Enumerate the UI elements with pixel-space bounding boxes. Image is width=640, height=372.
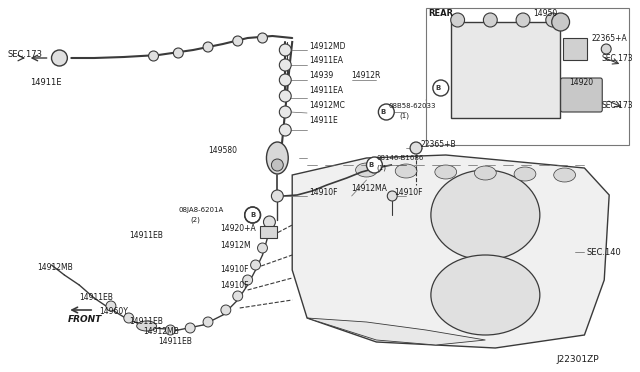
Text: 149580: 149580 [208,145,237,154]
Text: J22301ZP: J22301ZP [557,356,599,365]
Text: 14910F: 14910F [309,187,337,196]
Ellipse shape [137,321,157,331]
Text: 08146-B1686: 08146-B1686 [376,155,424,161]
Circle shape [451,13,465,27]
Ellipse shape [356,163,378,177]
Circle shape [279,106,291,118]
Circle shape [264,216,275,228]
Text: B: B [381,109,386,115]
Text: 14912MA: 14912MA [351,183,387,192]
Text: (1): (1) [376,165,387,171]
Circle shape [279,124,291,136]
Circle shape [185,323,195,333]
Circle shape [410,142,422,154]
Circle shape [221,305,231,315]
Ellipse shape [266,142,288,174]
Ellipse shape [435,165,457,179]
Circle shape [106,301,116,311]
Polygon shape [307,318,485,345]
Circle shape [279,90,291,102]
Text: B: B [435,85,440,91]
Circle shape [203,317,213,327]
Text: 14911EB: 14911EB [79,294,113,302]
Text: SEC.140: SEC.140 [586,247,621,257]
Text: 08B58-62033: 08B58-62033 [388,103,436,109]
Circle shape [143,321,154,331]
Circle shape [51,50,67,66]
Text: (1): (1) [399,113,409,119]
Circle shape [516,13,530,27]
Circle shape [378,104,394,120]
Text: 14960Y: 14960Y [99,308,128,317]
Text: 14911EA: 14911EA [309,86,343,94]
Text: 14912MD: 14912MD [309,42,346,51]
Ellipse shape [396,164,417,178]
Text: 14912R: 14912R [351,71,381,80]
Text: SEC.173: SEC.173 [601,100,633,109]
Circle shape [552,13,570,31]
Circle shape [257,243,268,253]
Text: 14911EA: 14911EA [309,55,343,64]
FancyBboxPatch shape [561,78,602,112]
Text: SEC.173: SEC.173 [601,54,633,62]
Circle shape [367,157,382,173]
Text: (2): (2) [190,217,200,223]
Circle shape [243,275,253,285]
Ellipse shape [554,168,575,182]
Circle shape [244,207,260,223]
Text: 14912MB: 14912MB [38,263,74,273]
Circle shape [271,159,284,171]
Text: 14912MB: 14912MB [143,327,179,337]
Circle shape [124,313,134,323]
Circle shape [233,36,243,46]
Circle shape [203,42,213,52]
Circle shape [279,74,291,86]
Circle shape [601,44,611,54]
Text: B: B [250,212,255,218]
Text: B: B [369,162,374,168]
Text: 14912MC: 14912MC [309,100,345,109]
Text: 14910F: 14910F [220,266,248,275]
Circle shape [271,190,284,202]
Text: 14912M: 14912M [220,241,250,250]
Text: 22365+A: 22365+A [591,33,627,42]
Circle shape [148,51,159,61]
Circle shape [165,325,175,335]
Text: 14911E: 14911E [309,115,338,125]
Bar [451,22,559,118]
Bar [426,8,629,145]
Ellipse shape [514,167,536,181]
Circle shape [251,260,260,270]
Text: 14911EB: 14911EB [129,231,163,240]
Circle shape [233,291,243,301]
Text: FRONT: FRONT [67,315,102,324]
Circle shape [173,48,183,58]
Text: 14911EB: 14911EB [129,317,163,327]
Circle shape [387,191,397,201]
Text: 14911E: 14911E [29,77,61,87]
Text: 14920: 14920 [570,77,594,87]
Text: 14910F: 14910F [220,280,248,289]
Text: 08JA8-6201A: 08JA8-6201A [179,207,223,213]
Text: 14950: 14950 [533,9,557,17]
Polygon shape [292,155,609,348]
Circle shape [257,33,268,43]
Circle shape [279,59,291,71]
Ellipse shape [474,166,496,180]
Ellipse shape [431,255,540,335]
Text: 22365+B: 22365+B [421,140,456,148]
Text: SEC.173: SEC.173 [8,49,43,58]
Text: 14920+A: 14920+A [220,224,255,232]
Text: REAR: REAR [428,9,453,17]
Circle shape [433,80,449,96]
Text: 14939: 14939 [309,71,333,80]
Ellipse shape [431,170,540,260]
Circle shape [546,13,559,27]
Text: 14910F: 14910F [394,187,423,196]
Circle shape [279,44,291,56]
Circle shape [483,13,497,27]
Text: 14911EB: 14911EB [159,337,193,346]
Bar [563,38,588,60]
Bar [260,226,277,238]
